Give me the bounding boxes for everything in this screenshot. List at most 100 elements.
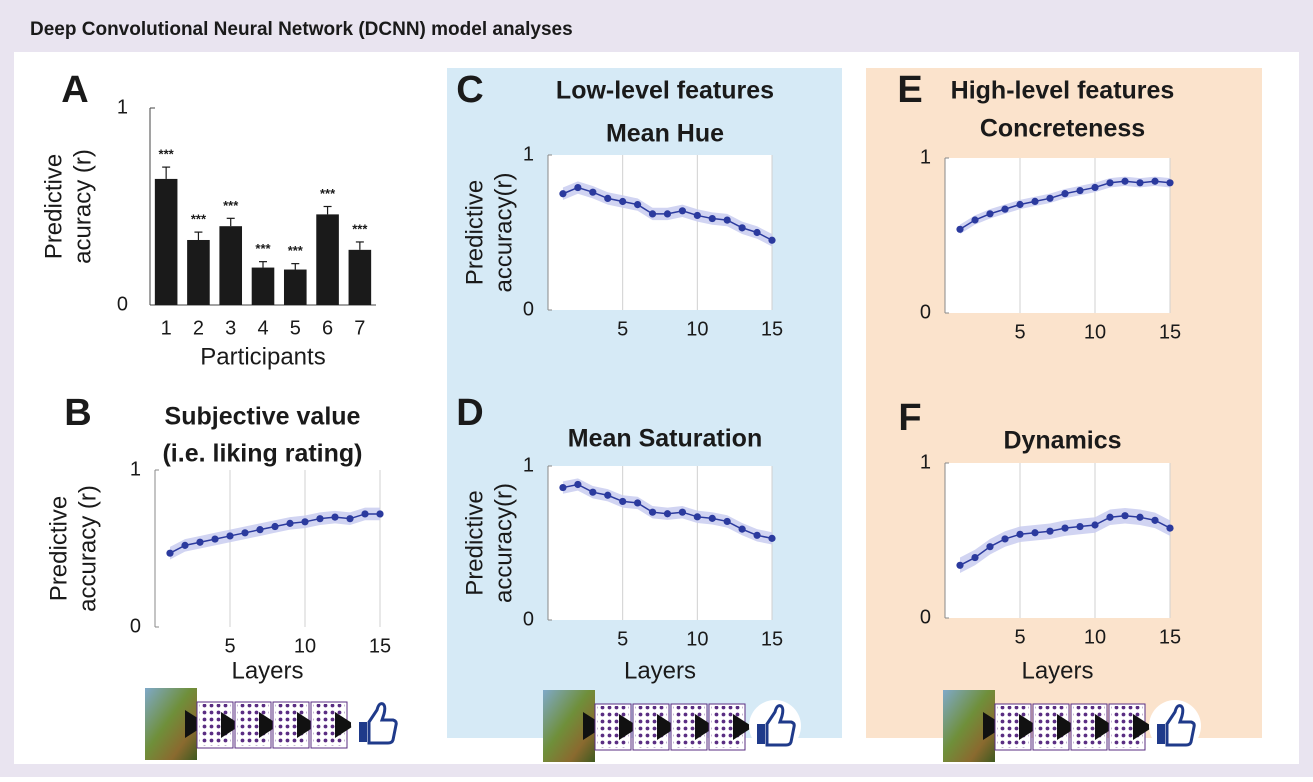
point [986, 543, 994, 551]
point [1001, 205, 1009, 213]
x-tick-label: 4 [257, 317, 268, 339]
point [1061, 524, 1069, 532]
point [971, 553, 979, 562]
point [1091, 521, 1099, 529]
point [1046, 527, 1054, 535]
point [604, 491, 612, 499]
point [693, 211, 701, 220]
y-tick-label: 1 [117, 96, 128, 118]
section-heading: Low-level features [556, 77, 774, 105]
significance-label: *** [320, 186, 336, 201]
point [559, 190, 567, 198]
point [361, 510, 369, 518]
point [559, 483, 567, 492]
significance-label: *** [352, 221, 368, 236]
point [1166, 179, 1174, 187]
section-heading: High-level features [951, 77, 1175, 105]
confidence-band [960, 507, 1170, 574]
y-axis-label: Predictive [40, 154, 67, 259]
point [1076, 186, 1084, 195]
x-tick-label: 7 [354, 317, 365, 339]
point [271, 522, 279, 531]
point [1106, 513, 1114, 521]
point [574, 183, 582, 192]
x-axis-label: Layers [624, 657, 696, 684]
point [738, 525, 746, 533]
panel-letter: A [61, 69, 88, 111]
x-tick-label: 5 [617, 628, 628, 650]
point [723, 517, 731, 526]
point [738, 224, 746, 232]
x-tick-label: 5 [290, 317, 301, 339]
bar [251, 267, 275, 305]
panel: B Subjective value (i.e. liking rating) Pre… [45, 392, 391, 684]
bar [348, 249, 372, 305]
plot-area [548, 155, 772, 310]
point [678, 207, 687, 215]
plot-area [945, 463, 1170, 618]
panel-letter: D [456, 392, 483, 434]
point [753, 228, 761, 237]
point [1031, 529, 1039, 537]
y-tick-label: 1 [130, 458, 141, 480]
bar [316, 214, 339, 305]
bar [283, 269, 307, 305]
point [723, 216, 731, 224]
point [753, 531, 761, 539]
y-axis-label: Predictive [461, 490, 488, 595]
panel-letter: E [897, 69, 922, 111]
chart-title: Mean Saturation [568, 425, 762, 453]
point [301, 518, 309, 526]
point [971, 216, 979, 224]
y-tick-label: 1 [523, 143, 534, 165]
y-axis-label: Predictive [461, 180, 488, 285]
point [1016, 200, 1024, 209]
point [663, 210, 672, 218]
point [1046, 194, 1054, 202]
x-tick-label: 5 [617, 318, 628, 340]
panel: D Mean Saturation Predictive accuracy(r) Lay… [456, 392, 783, 684]
bar [187, 239, 210, 305]
point [181, 541, 189, 549]
point [226, 532, 234, 540]
point [589, 188, 597, 196]
x-tick-label: 10 [294, 635, 316, 657]
x-axis-label: Layers [231, 657, 303, 684]
y-axis-label: accuracy (r) [74, 485, 101, 612]
point [1001, 535, 1009, 543]
point [316, 515, 324, 523]
panel: F Dynamics Layers 5 10 15 0 1 [898, 397, 1181, 684]
chart-title: Dynamics [1003, 427, 1121, 455]
y-axis-label: accuracy(r) [490, 483, 517, 603]
significance-label: *** [255, 241, 271, 256]
point [768, 534, 776, 542]
point [604, 194, 612, 202]
point [376, 510, 384, 518]
y-tick-label: 1 [920, 451, 931, 473]
point [1121, 177, 1129, 185]
bar [154, 178, 178, 305]
point [708, 214, 716, 223]
point [648, 210, 657, 218]
point [619, 497, 627, 506]
confidence-band [170, 507, 380, 560]
point [1091, 183, 1099, 192]
panel: A Predictive acuracy (r) Participants 0 1 *** 1… [40, 69, 376, 370]
x-tick-label: 15 [761, 318, 783, 340]
x-tick-label: 10 [686, 318, 708, 340]
significance-label: *** [288, 243, 304, 258]
y-tick-label: 1 [920, 146, 931, 168]
x-tick-label: 2 [193, 317, 204, 339]
y-tick-label: 0 [523, 298, 534, 320]
x-tick-label: 6 [322, 317, 333, 339]
point [768, 236, 776, 244]
x-tick-label: 5 [1014, 321, 1025, 343]
y-tick-label: 0 [920, 606, 931, 628]
y-tick-label: 0 [130, 615, 141, 637]
bar [219, 226, 243, 305]
point [1031, 197, 1039, 205]
point [286, 519, 294, 527]
point [196, 538, 204, 546]
